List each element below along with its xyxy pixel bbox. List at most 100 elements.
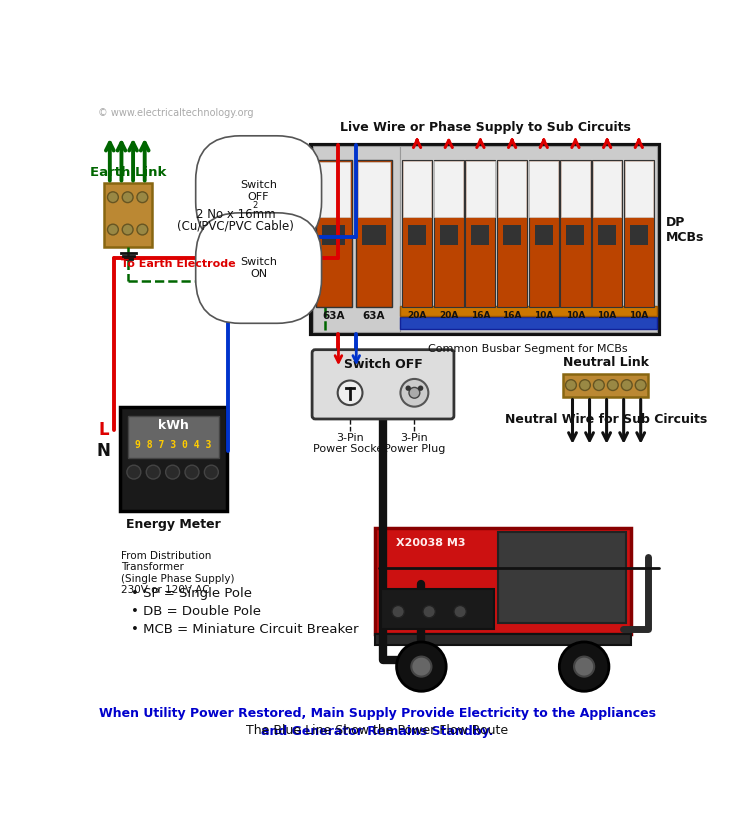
Bar [498, 161, 526, 216]
Circle shape [621, 380, 632, 391]
Bar [400, 316, 657, 329]
Circle shape [400, 379, 428, 407]
Circle shape [565, 380, 576, 391]
Text: 20A: 20A [439, 311, 459, 320]
Text: 3-Pin
Power Plug: 3-Pin Power Plug [383, 433, 445, 454]
Text: Neutral Wire for Sub Circuits: Neutral Wire for Sub Circuits [505, 413, 707, 426]
Circle shape [454, 605, 467, 618]
Circle shape [593, 380, 604, 391]
Bar [322, 225, 345, 245]
Text: Common Busbar Segment for MCBs: Common Busbar Segment for MCBs [428, 343, 627, 353]
Bar [375, 528, 631, 635]
Bar [528, 160, 559, 306]
Text: The Blue Line Show the Power Flow Route: The Blue Line Show the Power Flow Route [246, 724, 509, 737]
Bar [560, 160, 590, 306]
Text: • SP = Single Pole: • SP = Single Pole [131, 586, 252, 600]
Bar [120, 407, 227, 511]
Bar [471, 225, 489, 245]
Bar [561, 161, 590, 216]
Text: When Utility Power Restored, Main Supply Provide Electricity to the Appliances
a: When Utility Power Restored, Main Supply… [99, 707, 656, 738]
Circle shape [107, 224, 118, 235]
Bar [630, 225, 648, 245]
Text: N: N [96, 443, 110, 460]
Circle shape [205, 465, 219, 479]
Circle shape [607, 380, 618, 391]
Bar [356, 160, 392, 306]
Circle shape [559, 642, 609, 691]
Circle shape [338, 381, 362, 405]
Text: 10A: 10A [566, 311, 585, 320]
Circle shape [166, 465, 180, 479]
Text: 63A: 63A [322, 311, 345, 321]
Text: L: L [99, 421, 109, 438]
FancyBboxPatch shape [312, 350, 454, 419]
Text: 20A: 20A [408, 311, 427, 320]
Circle shape [127, 465, 141, 479]
Bar [567, 225, 584, 245]
Bar [535, 225, 553, 245]
Circle shape [574, 656, 594, 676]
Bar [592, 161, 621, 216]
Circle shape [107, 192, 118, 203]
Bar [623, 160, 654, 306]
Bar [317, 162, 350, 217]
Bar [592, 160, 622, 306]
Text: Energy Meter: Energy Meter [126, 519, 221, 531]
Bar [598, 225, 616, 245]
Circle shape [146, 465, 160, 479]
Circle shape [409, 387, 420, 398]
Text: Switch
ON: Switch ON [240, 257, 277, 279]
Text: 10A: 10A [629, 311, 648, 320]
Bar [434, 160, 464, 306]
Text: 2 No x 16mm: 2 No x 16mm [196, 208, 275, 220]
Bar [408, 225, 426, 245]
Circle shape [423, 605, 435, 618]
Bar [311, 144, 659, 333]
Bar [400, 306, 657, 316]
Bar [497, 160, 527, 306]
Text: Earth Link: Earth Link [91, 165, 166, 179]
Bar [358, 162, 390, 217]
Text: 3-Pin
Power Socket: 3-Pin Power Socket [313, 433, 387, 454]
Bar [434, 161, 463, 216]
Text: 9 8 7 3 0 4 3: 9 8 7 3 0 4 3 [135, 440, 211, 450]
Bar [400, 146, 657, 332]
Text: 16A: 16A [503, 311, 522, 320]
Bar [316, 160, 352, 306]
Bar [403, 161, 431, 216]
Text: 16A: 16A [470, 311, 490, 320]
Circle shape [185, 465, 199, 479]
Circle shape [397, 642, 446, 691]
Bar [498, 532, 626, 623]
Bar [375, 635, 631, 645]
Bar [563, 373, 648, 397]
Bar [362, 225, 386, 245]
Bar [529, 161, 558, 216]
Text: DP
MCB: DP MCB [273, 215, 306, 244]
Bar [381, 589, 494, 630]
Bar [105, 184, 152, 246]
Bar [625, 161, 653, 216]
Text: • DB = Double Pole: • DB = Double Pole [131, 605, 261, 618]
Circle shape [635, 380, 646, 391]
Text: 10A: 10A [598, 311, 617, 320]
Circle shape [137, 224, 148, 235]
Text: Switch
OFF: Switch OFF [240, 180, 277, 202]
Text: 63A: 63A [363, 311, 386, 321]
Bar [439, 225, 458, 245]
Bar [313, 146, 400, 332]
Text: 10A: 10A [534, 311, 553, 320]
Text: kWh: kWh [158, 418, 189, 432]
Circle shape [579, 380, 590, 391]
Circle shape [411, 656, 431, 676]
Text: Switch OFF: Switch OFF [344, 358, 422, 371]
Text: Neutral Link: Neutral Link [563, 356, 649, 369]
Text: To Earth Electrode: To Earth Electrode [121, 259, 236, 269]
Text: From Distribution
Transformer
(Single Phase Supply)
230V or 120V AC: From Distribution Transformer (Single Ph… [121, 550, 235, 595]
Text: • MCB = Miniature Circuit Breaker: • MCB = Miniature Circuit Breaker [131, 624, 358, 636]
Bar [127, 416, 219, 458]
Text: Live Wire or Phase Supply to Sub Circuits: Live Wire or Phase Supply to Sub Circuit… [340, 120, 631, 134]
Circle shape [122, 192, 133, 203]
Text: © www.electricaltechnology.org: © www.electricaltechnology.org [98, 108, 254, 118]
Text: 2: 2 [252, 200, 258, 210]
